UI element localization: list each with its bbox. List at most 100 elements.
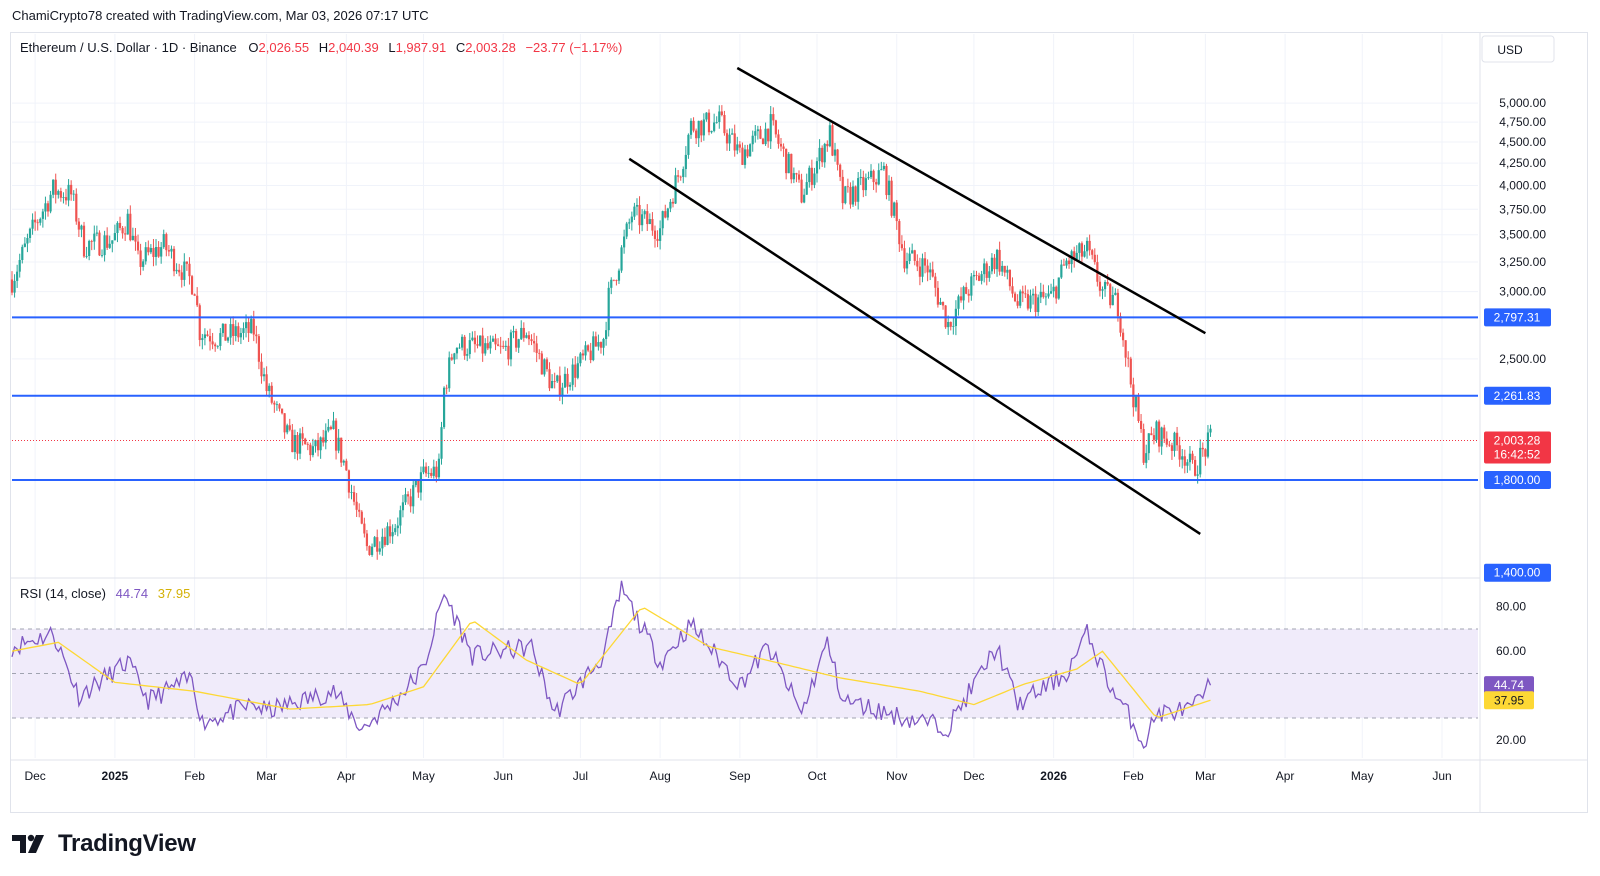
currency-button-bg[interactable] [1481, 35, 1555, 63]
candle-body [106, 235, 109, 248]
candle-body [1080, 243, 1084, 257]
candle-body [460, 336, 464, 348]
candle-body [226, 337, 230, 341]
rsi-legend: RSI (14, close) 44.74 37.95 [20, 586, 190, 601]
candle-body [316, 440, 320, 451]
candle-body [929, 269, 932, 273]
price-tick-label: 4,500.00 [1499, 135, 1546, 149]
candle-body [1085, 240, 1089, 252]
candle-body [574, 364, 577, 378]
candle-body [1175, 432, 1179, 446]
time-tick-label: Mar [256, 769, 277, 783]
candle-body [569, 384, 572, 387]
candle-body [890, 180, 893, 216]
candle-body [21, 246, 24, 260]
time-tick-label: Feb [1123, 769, 1144, 783]
candle-body [1055, 286, 1058, 299]
change-value: −23.77 (−1.17%) [525, 40, 622, 55]
time-tick-label: May [412, 769, 435, 783]
candle-body [468, 340, 471, 355]
candle-body [761, 138, 765, 145]
candle-body [1019, 291, 1022, 306]
candle-body [941, 302, 945, 306]
candle-body [190, 276, 194, 295]
channel-trendline [628, 157, 1201, 536]
candle-body [1098, 281, 1102, 291]
candle-body [386, 526, 389, 545]
candle-body [725, 133, 729, 144]
rsi-title: RSI (14, close) [20, 586, 106, 601]
candle-body [617, 270, 621, 281]
rsi-tick-label: 80.00 [1496, 600, 1526, 614]
price-chart[interactable]: 2,797.31 2,261.83 1,800.00 1,400.00 2,003.28… [0, 0, 1600, 820]
candle-body [301, 433, 304, 439]
price-tick-label: 4,250.00 [1499, 156, 1546, 170]
candle-body [751, 135, 754, 145]
candle-body [646, 211, 649, 225]
candle-body [1170, 445, 1174, 451]
price-tick-label: 3,750.00 [1499, 202, 1546, 216]
level-price-badge [1484, 470, 1551, 489]
candle-body [846, 186, 849, 188]
candle-body [512, 331, 515, 333]
candle-body [160, 247, 163, 257]
candle-body [265, 374, 268, 392]
candle-body [509, 332, 513, 360]
candle-body [1129, 358, 1132, 385]
candle-body [484, 343, 487, 354]
candle-body [365, 533, 369, 547]
price-axis[interactable]: 5,000.00 4,750.00 4,500.00 4,250.00 4,000.00… [1499, 96, 1546, 366]
rsi-value-label: 44.74 [1494, 678, 1524, 692]
candle-body [610, 279, 613, 288]
candle-body [72, 193, 75, 195]
candle-body [535, 343, 538, 353]
candle-body [1049, 291, 1053, 294]
candle-body [322, 437, 325, 443]
tradingview-brand[interactable]: TradingView [12, 830, 196, 858]
candle-body [283, 413, 286, 433]
candle-body [499, 345, 502, 347]
candle-body [1026, 294, 1030, 309]
candle-body [774, 120, 777, 135]
candle-body [1016, 301, 1019, 306]
candle-body [607, 287, 610, 331]
candle-body [561, 387, 564, 397]
candle-body [1139, 420, 1143, 430]
candle-body [818, 147, 821, 162]
time-axis[interactable]: Dec 2025 Feb Mar Apr May Jun Jul Aug Sep Oct Nov Dec… [24, 769, 1451, 783]
candle-body [908, 253, 911, 261]
candle-body [255, 334, 258, 337]
candle-body [1206, 432, 1210, 457]
candle-body [211, 341, 214, 345]
candle-body [517, 339, 520, 348]
candle-body [304, 438, 307, 445]
candle-body [1193, 459, 1197, 476]
candle-body [718, 111, 721, 123]
candle-body [700, 120, 703, 136]
candle-body [350, 492, 353, 493]
candle-body [682, 169, 685, 178]
candle-body [334, 420, 338, 451]
candle-body [1155, 421, 1158, 440]
candle-body [221, 323, 224, 334]
currency-label[interactable]: USD [1497, 43, 1523, 57]
price-tick-label: 4,000.00 [1499, 178, 1546, 192]
candle-body [1199, 447, 1202, 475]
candle-body [669, 201, 672, 209]
candle-body [1111, 294, 1114, 306]
candle-body [95, 232, 98, 234]
candle-body [165, 234, 168, 251]
candle-body [579, 353, 582, 364]
level-price-label: 1,800.00 [1494, 473, 1541, 487]
bar-countdown-label: 16:42:52 [1494, 448, 1541, 462]
candle-body [782, 146, 785, 149]
candle-body [952, 326, 955, 327]
candle-body [244, 322, 248, 329]
candle-body [1163, 427, 1166, 439]
candle-body [388, 526, 392, 537]
candle-body [193, 294, 196, 296]
candle-body [671, 201, 675, 204]
candle-body [445, 387, 448, 389]
candle-body [849, 186, 852, 205]
